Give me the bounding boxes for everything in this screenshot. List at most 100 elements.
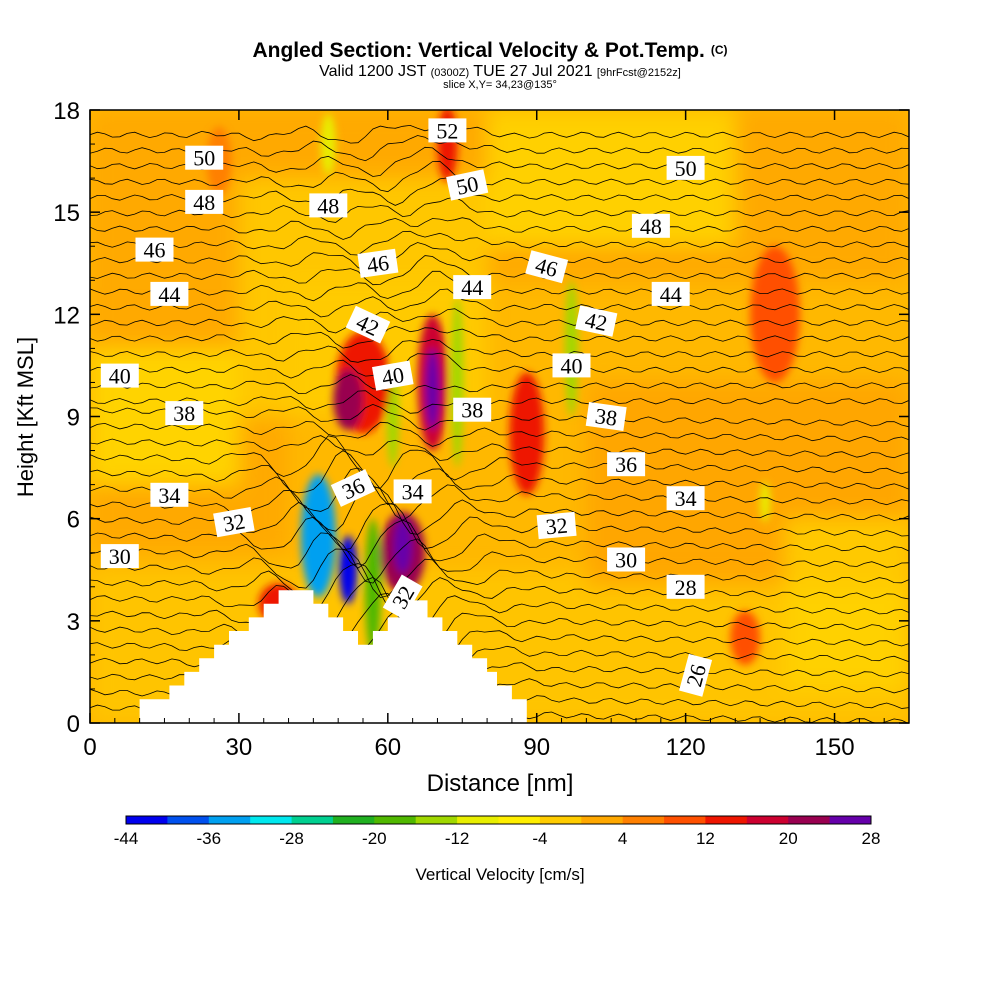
isentrope-label: 38 [585, 401, 627, 432]
colorbar-tick-label: -20 [362, 829, 387, 848]
isentrope-label-box [185, 145, 224, 170]
isentrope-label: 30 [100, 544, 139, 569]
isentrope-line [90, 352, 909, 379]
x-axis-label: Distance [nm] [427, 770, 574, 797]
isentrope-label-text: 48 [640, 214, 662, 239]
colorbar-swatch [167, 816, 210, 824]
isentrope-label: 48 [185, 189, 224, 215]
isentrope-lines [90, 122, 909, 723]
isentrope-label-text: 48 [193, 190, 215, 215]
isentrope-line [90, 338, 909, 363]
isentrope-line [90, 308, 909, 334]
isentrope-label: 40 [552, 353, 591, 378]
colorbar-swatch [498, 816, 541, 824]
isentrope-label-box [666, 486, 705, 511]
colorbar-tick-label: -36 [196, 829, 221, 848]
isentrope-label-box [453, 275, 492, 300]
isentrope-label-text: 36 [615, 452, 637, 477]
y-tick-label: 9 [67, 405, 80, 432]
colorbar-tick-label: -28 [279, 829, 304, 848]
isentrope-label: 34 [393, 479, 432, 504]
isentrope-label-text: 52 [436, 118, 458, 143]
isentrope-line [90, 563, 909, 612]
isentrope-label-box [428, 118, 467, 143]
isentrope-line [90, 592, 909, 645]
colorbar-tick-label: 20 [779, 829, 798, 848]
isentrope-line [90, 390, 909, 414]
isentrope-line [90, 146, 909, 177]
isentrope-label-box [536, 511, 577, 540]
colorbar: -44 -36 -28 -20 -12 -4 4 12 20 28 [114, 815, 881, 848]
isentrope-line [90, 160, 909, 193]
y-tick-label: 18 [53, 98, 80, 125]
isentrope-label-text: 34 [402, 479, 424, 504]
colorbar-swatch [415, 816, 458, 824]
colorbar-tick-label: 12 [696, 829, 715, 848]
isentrope-label: 46 [357, 248, 399, 278]
isentrope-label-text: 50 [193, 146, 215, 171]
colorbar-swatch [664, 816, 706, 824]
chart-subtitle: Valid 1200 JST (0300Z) TUE 27 Jul 2021 [… [319, 63, 681, 80]
velocity-cell [320, 113, 336, 175]
isentrope-label: 34 [150, 482, 189, 508]
isentrope-line [90, 135, 909, 162]
isentrope-label: 48 [631, 213, 670, 239]
isentrope-label-box [631, 213, 670, 238]
y-tick-label: 12 [53, 302, 80, 329]
colorbar-tick-label: -44 [114, 829, 139, 848]
velocity-cell [393, 518, 412, 574]
isentrope-line [90, 450, 909, 505]
isentrope-label-box [135, 237, 174, 262]
colorbar-swatch [457, 816, 499, 824]
isentrope-line [90, 242, 909, 272]
isentrope-label-text: 48 [317, 193, 339, 218]
isentrope-label: 52 [428, 118, 467, 143]
isentrope-label: 44 [453, 275, 492, 300]
isentrope-label: 44 [150, 281, 189, 307]
isentrope-line [90, 435, 909, 461]
isentrope-label: 44 [651, 281, 690, 307]
colorbar-tick-label: 28 [862, 829, 881, 848]
isentrope-line [90, 627, 909, 675]
y-axis-label: Height [Kft MSL] [13, 337, 38, 497]
isentrope-label-text: 44 [461, 275, 483, 300]
isentrope-label-box [651, 281, 690, 306]
velocity-cell [364, 518, 381, 655]
isentrope-label-text: 30 [109, 544, 131, 569]
isentrope-label: 50 [185, 145, 224, 171]
isentrope-label: 46 [525, 250, 569, 284]
isentrope-label-box [185, 189, 224, 214]
y-tick-label: 3 [67, 609, 80, 636]
x-tick-label: 60 [374, 734, 401, 761]
isentrope-line [90, 270, 909, 302]
isentrope-label-box [150, 482, 189, 507]
isentrope-label-text: 40 [109, 364, 131, 389]
isentrope-label-box [446, 169, 489, 201]
isentrope-label: 32 [213, 506, 255, 538]
colorbar-tick-label: -12 [445, 829, 470, 848]
isentrope-label-box [679, 653, 713, 697]
isentrope-line [90, 217, 909, 240]
isentrope-label-text: 40 [561, 353, 583, 378]
isentrope-label-text: 50 [675, 156, 697, 181]
isentrope-label-box [150, 281, 189, 306]
isentrope-label: 48 [309, 193, 348, 218]
colorbar-swatch [291, 816, 334, 824]
isentrope-label: 36 [607, 452, 646, 477]
isentrope-label: 28 [666, 574, 705, 600]
velocity-cell [750, 246, 800, 383]
isentrope-label-box [607, 547, 646, 572]
y-tick-label: 6 [67, 507, 80, 534]
colorbar-swatch [581, 816, 624, 824]
isentrope-label-text: 46 [365, 250, 390, 278]
colorbar-swatch [705, 816, 748, 824]
isentrope-label-text: 40 [380, 362, 406, 390]
isentrope-label: 30 [607, 547, 646, 573]
isentrope-label-text: 32 [545, 513, 569, 540]
colorbar-frame [125, 815, 872, 825]
isentrope-label-box [607, 452, 646, 477]
colorbar-swatch [829, 816, 872, 824]
isentrope-label: 50 [446, 169, 489, 201]
velocity-cell [760, 481, 771, 523]
